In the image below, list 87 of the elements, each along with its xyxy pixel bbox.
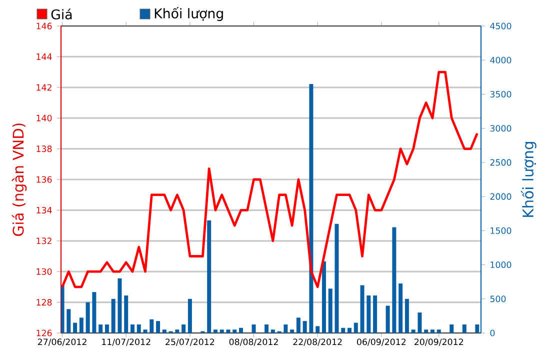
bar <box>130 324 134 333</box>
bar <box>162 330 166 333</box>
bar <box>398 284 403 333</box>
bar <box>61 285 64 333</box>
y2-tick-label: 4500 <box>490 22 512 30</box>
bar <box>341 328 346 333</box>
bar <box>239 328 244 333</box>
bar <box>232 330 237 333</box>
bar <box>462 324 466 333</box>
bar <box>188 298 192 333</box>
bar <box>226 330 230 333</box>
x-tick-label: 08/08/2012 <box>229 338 278 346</box>
bar <box>213 330 218 333</box>
bar <box>118 278 122 333</box>
y2-tick-label: 2500 <box>490 159 512 166</box>
bar <box>136 324 141 333</box>
bar <box>373 295 378 333</box>
bar <box>182 324 186 333</box>
y-tick-label: 136 <box>36 176 52 183</box>
y2-tick-label: 3000 <box>490 125 512 132</box>
bar <box>143 330 148 333</box>
bar <box>411 330 416 333</box>
x-tick-label: 06/09/2012 <box>357 338 406 346</box>
bar <box>309 84 314 333</box>
y2-tick-label: 1500 <box>490 227 512 234</box>
bar <box>79 318 84 333</box>
bar <box>73 322 78 333</box>
y2-tick-label: 3500 <box>490 90 512 98</box>
bar <box>111 298 116 333</box>
bar <box>392 227 396 333</box>
bar <box>150 319 154 333</box>
y-tick-label: 138 <box>36 146 52 152</box>
bar <box>270 330 275 333</box>
y2-tick-label: 4000 <box>490 56 512 64</box>
bar <box>430 330 434 333</box>
bar <box>424 330 428 333</box>
bar <box>360 285 364 333</box>
bar <box>354 322 358 333</box>
bar <box>290 330 294 333</box>
y2-tick-label: 500 <box>490 296 506 302</box>
bar <box>104 324 109 333</box>
bar <box>302 321 307 333</box>
bar <box>124 295 128 333</box>
bar <box>86 302 90 333</box>
bar <box>156 321 160 333</box>
bar <box>436 330 441 333</box>
bar <box>316 326 320 333</box>
y-tick-label: 146 <box>36 22 52 30</box>
bar <box>322 261 326 333</box>
y-tick-label: 126 <box>36 330 52 336</box>
bar <box>334 224 339 333</box>
bar <box>418 312 422 333</box>
x-tick-label: 11/07/2012 <box>102 338 150 346</box>
bar <box>207 220 212 333</box>
y-tick-label: 140 <box>36 114 52 122</box>
x-tick-label: 22/08/2012 <box>293 338 342 346</box>
y-tick-label: 134 <box>36 206 52 214</box>
y-axis-title: Giá (ngàn VND) <box>12 124 27 236</box>
legend-label: Khối lượng <box>154 6 223 22</box>
y-tick-label: 130 <box>36 268 52 275</box>
bar <box>92 292 96 333</box>
bar <box>264 324 269 333</box>
bar <box>366 295 371 333</box>
y-tick-label: 142 <box>36 84 52 91</box>
x-tick-label: 27/06/2012 <box>38 338 86 346</box>
bar <box>296 318 300 333</box>
bar <box>175 330 180 333</box>
bar <box>404 298 409 333</box>
x-tick-label: 20/09/2012 <box>414 338 463 346</box>
bar <box>252 324 256 333</box>
y-tick-label: 128 <box>36 299 52 306</box>
bar <box>98 324 103 333</box>
legend-label: Giá <box>51 8 72 20</box>
bar <box>66 309 71 333</box>
bar <box>328 288 332 333</box>
bar <box>284 324 288 333</box>
bar <box>348 328 352 333</box>
y2-tick-label: 2000 <box>490 193 512 200</box>
bar <box>450 324 454 333</box>
y-tick-label: 132 <box>36 238 52 244</box>
bar <box>220 330 224 333</box>
x-tick-label: 25/07/2012 <box>166 338 214 346</box>
y2-axis-title: Khối lượng <box>520 142 536 217</box>
y2-tick-label: 1000 <box>490 262 512 268</box>
y-tick-label: 144 <box>36 54 52 60</box>
bar <box>386 306 390 333</box>
y2-tick-label: 0 <box>490 330 495 336</box>
